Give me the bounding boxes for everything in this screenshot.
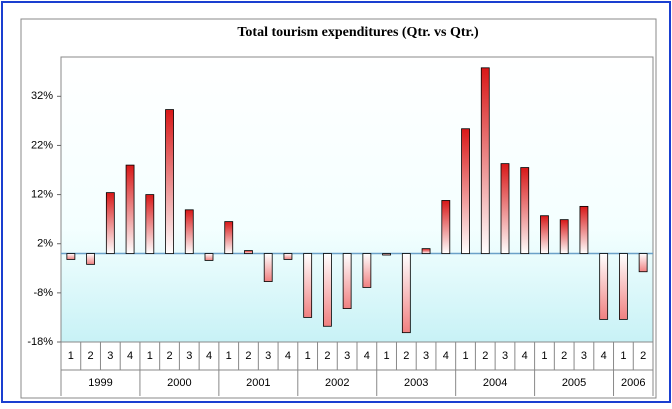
- bar: [204, 253, 214, 261]
- bar: [145, 194, 155, 254]
- x-tick-label: 4: [522, 350, 528, 362]
- x-group-label: 2006: [621, 377, 645, 389]
- bar: [283, 253, 293, 260]
- x-group-label: 2000: [167, 377, 191, 389]
- x-tick-label: 4: [601, 350, 607, 362]
- x-tick-label: 4: [364, 350, 370, 362]
- bar: [540, 215, 549, 254]
- bar: [125, 164, 135, 254]
- x-tick-label: 1: [620, 350, 626, 362]
- x-tick-label: 2: [245, 350, 251, 362]
- x-tick-label: 3: [107, 350, 113, 362]
- bar: [461, 128, 470, 254]
- x-tick-label: 1: [384, 350, 390, 362]
- y-tick-label: 12%: [31, 188, 53, 200]
- x-group-label: 2001: [246, 377, 270, 389]
- bar: [184, 209, 194, 254]
- bar: [559, 219, 569, 254]
- bar: [579, 205, 589, 254]
- x-tick-label: 1: [462, 350, 468, 362]
- x-tick-label: 2: [403, 350, 409, 362]
- bar: [66, 253, 76, 260]
- x-group-label: 2005: [562, 377, 586, 389]
- y-tick-label: 2%: [37, 238, 53, 250]
- bar: [619, 253, 628, 320]
- x-tick-label: 2: [482, 350, 488, 362]
- x-tick-label: 1: [68, 350, 74, 362]
- bar: [105, 192, 115, 254]
- x-tick-label: 4: [206, 350, 212, 362]
- bar: [500, 163, 510, 254]
- plot-area: [60, 56, 654, 343]
- bar: [362, 253, 372, 288]
- x-tick-label: 2: [88, 350, 94, 362]
- x-tick-label: 4: [127, 350, 133, 362]
- chart-title: Total tourism expenditures (Qtr. vs Qtr.…: [237, 25, 479, 40]
- x-tick-label: 1: [541, 350, 547, 362]
- bar: [401, 253, 411, 334]
- x-tick-label: 2: [640, 350, 646, 362]
- x-tick-label: 4: [285, 350, 291, 362]
- bar: [382, 253, 392, 256]
- bar: [520, 167, 530, 254]
- bar: [303, 253, 313, 318]
- bar: [86, 253, 95, 265]
- x-group-label: 2003: [404, 377, 428, 389]
- x-tick-label: 3: [581, 350, 587, 362]
- x-tick-label: 2: [166, 350, 172, 362]
- bar: [599, 253, 609, 320]
- bar: [421, 248, 431, 254]
- bar: [342, 253, 352, 309]
- chart-frame: [20, 18, 657, 399]
- x-tick-label: 3: [423, 350, 429, 362]
- bar: [263, 253, 273, 282]
- x-tick-label: 4: [443, 350, 449, 362]
- x-tick-label: 2: [561, 350, 567, 362]
- x-group-label: 1999: [88, 377, 112, 389]
- y-tick-label: -18%: [27, 336, 53, 348]
- bar: [441, 200, 451, 254]
- y-tick-label: -8%: [33, 287, 53, 299]
- bar: [224, 221, 234, 254]
- x-tick-label: 1: [305, 350, 311, 362]
- bar: [165, 109, 174, 254]
- bar: [638, 253, 648, 273]
- x-group-label: 2002: [325, 377, 349, 389]
- y-tick-label: 22%: [31, 139, 53, 151]
- x-tick-label: 3: [265, 350, 271, 362]
- x-tick-label: 2: [324, 350, 330, 362]
- x-tick-label: 3: [344, 350, 350, 362]
- x-tick-label: 3: [502, 350, 508, 362]
- bar: [322, 253, 332, 327]
- bar: [244, 250, 253, 254]
- x-tick-label: 1: [147, 350, 153, 362]
- x-tick-label: 1: [226, 350, 232, 362]
- x-tick-label: 3: [186, 350, 192, 362]
- bar: [480, 67, 490, 254]
- x-group-label: 2004: [483, 377, 507, 389]
- y-tick-label: 32%: [31, 90, 53, 102]
